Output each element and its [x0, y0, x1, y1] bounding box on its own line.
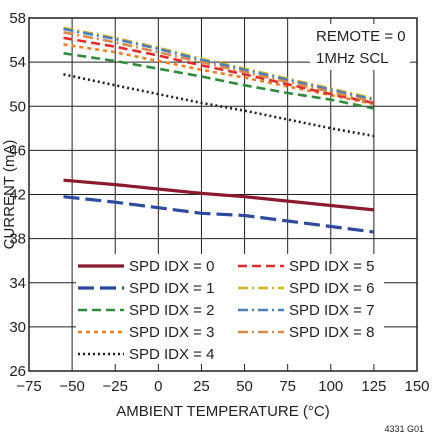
- x-tick-label: −75: [16, 378, 41, 395]
- x-tick-label: −25: [102, 378, 127, 395]
- y-tick-label: 38: [9, 231, 26, 248]
- y-tick-label: 50: [9, 98, 26, 115]
- x-tick-label: 25: [193, 378, 210, 395]
- x-axis-label: AMBIENT TEMPERATURE (°C): [116, 403, 330, 420]
- annotation-remote: REMOTE = 0: [316, 28, 406, 45]
- series-line-spd-idx-2: [63, 52, 375, 110]
- legend-label-spd-idx-2: SPD IDX = 2: [129, 302, 214, 319]
- legend-label-spd-idx-6: SPD IDX = 6: [289, 280, 374, 297]
- figure-id: 4331 G01: [384, 424, 424, 434]
- x-tick-label: 125: [361, 378, 386, 395]
- legend-label-spd-idx-0: SPD IDX = 0: [129, 258, 214, 275]
- legend-label-spd-idx-4: SPD IDX = 4: [129, 346, 214, 363]
- series-line-spd-idx-4: [63, 73, 375, 138]
- y-tick-label: 26: [9, 363, 26, 380]
- y-tick-label: 30: [9, 319, 26, 336]
- y-tick-label: 34: [9, 275, 26, 292]
- annotation-box: REMOTE = 0 1MHz SCL: [310, 24, 410, 70]
- y-tick-label: 46: [9, 142, 26, 159]
- legend-label-spd-idx-8: SPD IDX = 8: [289, 324, 374, 341]
- plot-frame: [28, 17, 418, 372]
- annotation-scl: 1MHz SCL: [316, 50, 389, 67]
- series-line-spd-idx-0: [63, 178, 375, 212]
- legend-label-spd-idx-7: SPD IDX = 7: [289, 302, 374, 319]
- grid: [29, 18, 417, 371]
- y-tick-label: 58: [9, 10, 26, 27]
- series-line-spd-idx-8: [63, 31, 375, 104]
- legend-label-spd-idx-3: SPD IDX = 3: [129, 324, 214, 341]
- x-tick-label: −50: [59, 378, 84, 395]
- x-tick-label: 150: [404, 378, 429, 395]
- x-tick-label: 0: [154, 378, 162, 395]
- y-tick-label: 54: [9, 54, 26, 71]
- legend-label-spd-idx-1: SPD IDX = 1: [129, 280, 214, 297]
- legend-label-spd-idx-5: SPD IDX = 5: [289, 258, 374, 275]
- legend-background: [76, 254, 384, 364]
- series-line-spd-idx-1: [63, 195, 375, 234]
- y-tick-label: 42: [9, 187, 26, 204]
- y-axis-label: CURRENT (mA): [1, 140, 18, 250]
- legend: SPD IDX = 0 SPD IDX = 1 SPD IDX = 2 SPD IDX…: [76, 254, 384, 364]
- tick-labels: −75 −50 −25 0 25 50 75 100 125 150 26 30 34 38 42 46 50 5…: [9, 10, 429, 395]
- series-lines: [63, 26, 375, 234]
- x-tick-label: 100: [318, 378, 343, 395]
- x-tick-label: 75: [279, 378, 296, 395]
- series-line-spd-idx-5: [63, 36, 375, 105]
- series-line-spd-idx-7: [63, 27, 375, 101]
- x-tick-label: 50: [236, 378, 253, 395]
